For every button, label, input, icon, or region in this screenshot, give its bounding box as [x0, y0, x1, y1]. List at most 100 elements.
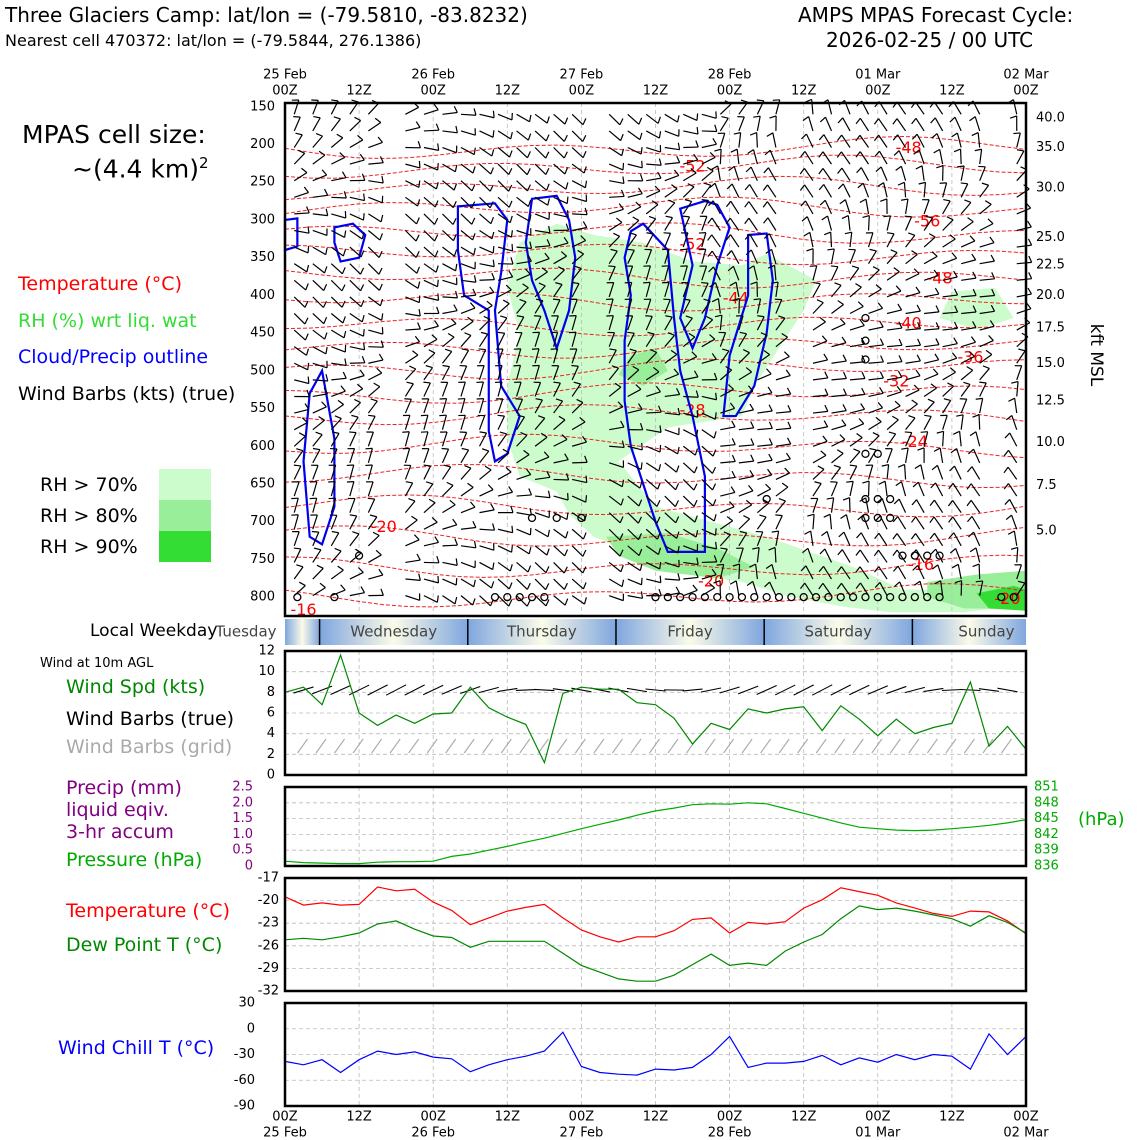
wind-barb-flag [754, 299, 761, 300]
kft-tick-label: 17.5 [1036, 320, 1065, 335]
wind-barb-flag [697, 113, 698, 120]
pressure-tick-label: 250 [250, 175, 275, 190]
weekday-band-label: Wednesday [350, 623, 437, 641]
bottom-hour-tick-label: 00Z [1013, 1110, 1039, 1125]
pressure-tick-label: 200 [250, 137, 275, 152]
wind-barb-flag [512, 545, 513, 552]
wind-barb [702, 562, 717, 563]
weekday-band [285, 619, 320, 645]
wind-barb-flag [364, 329, 365, 336]
wind-barb-flag [567, 210, 568, 217]
wind-barb-flag [660, 576, 661, 583]
wind-barb-flag [479, 349, 486, 350]
pressure-tick-label: 150 [250, 99, 275, 114]
pressure-tick-label: 836 [1034, 859, 1059, 874]
temperature-panel [285, 878, 1026, 991]
precip-tick-label: 0.5 [232, 843, 253, 858]
wind-barb-flag [363, 213, 364, 220]
wind-barb [683, 396, 698, 397]
pressure-unit-label: (hPa) [1078, 809, 1125, 830]
wind-barb-flag [493, 130, 494, 137]
kft-tick-label: 30.0 [1036, 181, 1065, 196]
pressure-tick-label: 842 [1034, 827, 1059, 842]
wind-barb-flag [627, 249, 634, 250]
wind-barb-flag [716, 393, 717, 400]
top-date-tick-label: 27 Feb [560, 68, 604, 83]
wind-barb-flag [294, 548, 301, 549]
kft-tick-label: 15.0 [1036, 356, 1065, 371]
wind-barb-flag [1029, 256, 1032, 262]
top-hour-tick-label: 12Z [643, 84, 669, 99]
bottom-hour-tick-label: 00Z [272, 1110, 298, 1125]
pressure-tick-label: 350 [250, 250, 275, 265]
wind-barb-flag [308, 363, 309, 370]
wind-barb-flag [716, 528, 717, 535]
wind-barb-flag [438, 163, 439, 170]
bottom-hour-tick-label: 12Z [643, 1110, 669, 1125]
wind-barb-flag [905, 216, 912, 217]
temperature-contour-label: -56 [914, 212, 940, 231]
wind-barb-flag [701, 283, 708, 284]
pressure-panel [285, 787, 1026, 866]
top-hour-tick-label: 00Z [717, 84, 743, 99]
wind-barb-flag [1028, 221, 1032, 227]
wind-speed-tick-label: 10 [258, 664, 275, 679]
pressure-tick-label: 550 [250, 401, 275, 416]
wind-chill-panel [285, 1003, 1026, 1106]
wind-barb-flag [312, 532, 319, 533]
wind-barb-flag [1028, 239, 1031, 245]
wind-speed-tick-label: 4 [267, 726, 275, 741]
pressure-tick-label: 800 [250, 590, 275, 605]
pressure-tick-label: 400 [250, 288, 275, 303]
temperature-contour-label: -36 [957, 347, 983, 366]
bottom-hour-tick-label: 00Z [865, 1110, 891, 1125]
wind-speed-tick-label: 12 [258, 644, 275, 659]
wind-barb-flag [642, 443, 643, 450]
wind-chill-tick-label: 30 [238, 996, 255, 1011]
wind-speed-panel [285, 651, 1026, 775]
wind-barb-flag [645, 316, 652, 317]
bottom-date-tick-label: 26 Feb [411, 1126, 455, 1140]
pressure-tick-label: 750 [250, 552, 275, 567]
top-date-tick-label: 28 Feb [708, 68, 752, 83]
weekday-strip: Tuesday Wednesday Thursday Friday Saturday Su… [214, 619, 1026, 645]
bottom-hour-tick-label: 00Z [569, 1110, 595, 1125]
temperature-tick-label: -32 [258, 984, 279, 999]
precip-tick-label: 2.5 [232, 780, 253, 795]
wind-barb [480, 280, 495, 281]
top-hour-tick-label: 12Z [939, 84, 965, 99]
wind-barb-flag [364, 343, 365, 350]
wind-barb-flag [1013, 133, 1020, 134]
temperature-contour-label: -48 [896, 138, 922, 157]
pressure-tick-label: 839 [1034, 843, 1059, 858]
pressure-tick-label: 600 [250, 439, 275, 454]
wind-barb [572, 214, 587, 215]
bottom-date-tick-label: 25 Feb [263, 1126, 307, 1140]
bottom-date-tick-label: 27 Feb [560, 1126, 604, 1140]
wind-barb-flag [423, 382, 430, 383]
pressure-tick-label: 500 [250, 363, 275, 378]
wind-barb-flag [846, 481, 853, 482]
bottom-hour-tick-label: 00Z [717, 1110, 743, 1125]
wind-barb [775, 547, 776, 562]
wind-barb-flag [642, 161, 643, 168]
wind-barb-flag [571, 366, 578, 367]
wind-barb-flag [905, 432, 912, 433]
wind-speed-tick-label: 8 [267, 685, 275, 700]
temperature-tick-label: -20 [258, 893, 279, 908]
top-hour-tick-label: 00Z [569, 84, 595, 99]
wind-barb-flag [831, 266, 838, 267]
wind-speed-tick-label: 2 [267, 747, 275, 762]
kft-tick-label: 22.5 [1036, 258, 1065, 273]
wind-barb-flag [697, 127, 698, 134]
wind-barb-flag [437, 280, 438, 287]
weekday-band-label: Tuesday [214, 623, 276, 641]
top-hour-tick-label: 00Z [865, 84, 891, 99]
wind-barb [979, 415, 980, 430]
bottom-date-tick-label: 02 Mar [1003, 1126, 1049, 1140]
wind-speed-tick-label: 6 [267, 706, 275, 721]
precip-tick-label: 1.0 [232, 827, 253, 842]
meteogram-charts: -52-48-52-56-48-44-40-36-32-28-24-20-20-… [0, 0, 1140, 1140]
weekday-band-label: Saturday [804, 623, 872, 641]
kft-tick-label: 10.0 [1036, 435, 1065, 450]
